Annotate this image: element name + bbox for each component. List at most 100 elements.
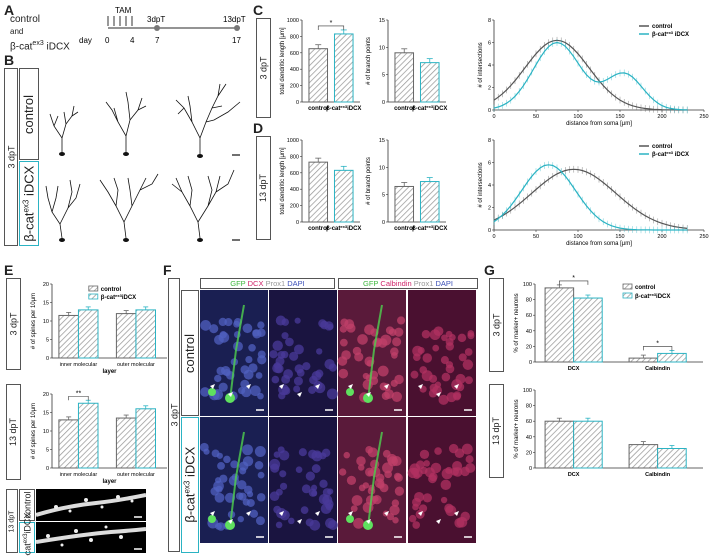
d-sholl-analysis: 0 2 4 6 8 0 50 100 150 200 250 distance from soma […	[478, 138, 709, 247]
b-timepoint-label: 3 dpT	[4, 68, 18, 246]
y-axis-label: # of spines per 10μm	[31, 403, 37, 459]
e-spines-13dpt: 0 5 10 15 20 # of spines per 10μm inner molecu…	[31, 390, 167, 485]
y-tick-label: 200	[290, 204, 299, 210]
bar-mutant	[657, 352, 687, 363]
panel-letter-g: G	[484, 262, 495, 278]
timeline-diagram: TAM 3dpT 13dpT day 0 4 7 17	[79, 6, 246, 45]
x-tick-label: 200	[657, 234, 666, 240]
y-tick-label: 10	[379, 45, 385, 51]
bar-control	[58, 419, 79, 469]
bar-mutant	[77, 309, 99, 359]
x-axis-label: layer	[102, 479, 117, 485]
y-tick-label: 5	[382, 73, 385, 79]
sig-bracket	[559, 280, 589, 285]
y-tick-label: 0	[488, 228, 491, 234]
y-tick-label: 15	[43, 411, 49, 417]
bar-control	[58, 314, 79, 359]
y-tick-label: 2	[488, 86, 491, 92]
sig-marker: *	[656, 340, 659, 347]
x-axis-label: distance from soma [μm]	[566, 121, 632, 127]
x-tick-label: 50	[533, 234, 539, 240]
y-tick-label: 15	[379, 138, 385, 144]
x-tick-label: inner molecular	[60, 472, 98, 478]
bar-control	[394, 52, 415, 103]
bar-control	[394, 185, 415, 223]
y-tick-label: 80	[526, 404, 532, 410]
y-tick-label: 5	[382, 193, 385, 199]
bar-control	[115, 313, 137, 359]
sig-bracket	[317, 25, 345, 30]
panel-letter-a: A	[4, 2, 15, 18]
x-tick-label: 50	[533, 114, 539, 120]
bar-control	[115, 417, 137, 469]
sholl-line-control	[493, 168, 688, 229]
e-bottom-control-label: control	[19, 489, 35, 521]
y-tick-label: 0	[529, 360, 532, 366]
e-timepoint-13dpt: 13 dpT	[6, 384, 21, 480]
panel-letter-e: E	[4, 262, 14, 278]
y-tick-label: 0	[296, 220, 299, 226]
day-17: 17	[232, 36, 241, 45]
y-tick-label: 20	[43, 392, 49, 398]
x-tick-label: 250	[699, 234, 708, 240]
y-tick-label: 5	[46, 338, 49, 344]
legend-control: control	[652, 144, 673, 150]
y-tick-label: 0	[529, 466, 532, 472]
x-tick-label: inner molecular	[60, 362, 98, 368]
e-spines-3dpt: 0 5 10 15 20 # of spines per 10μm inner molecu…	[31, 282, 167, 375]
x-tick-label: 0	[492, 114, 495, 120]
y-tick-label: 20	[526, 344, 532, 350]
y-tick-label: 0	[46, 356, 49, 362]
y-tick-label: 2	[488, 206, 491, 212]
x-tick-label: outer molecular	[117, 472, 155, 478]
tp-marker-13dpt	[234, 25, 240, 31]
sig-marker: **	[76, 390, 82, 397]
x-tick-label: 250	[699, 114, 708, 120]
y-tick-label: 6	[488, 161, 491, 167]
y-tick-label: 4	[488, 63, 491, 69]
f-micrographs	[200, 290, 476, 543]
x-axis-label: distance from soma [μm]	[566, 241, 632, 247]
x-tick-label: Calbindin	[645, 366, 671, 372]
y-tick-label: 100	[523, 282, 532, 288]
day-label: day	[79, 36, 92, 45]
legend-control: control	[652, 24, 673, 30]
chart-e: 0 5 10 15 20 # of spines per 10μm inner molecu…	[31, 282, 167, 485]
y-axis-label: # of branch points	[366, 157, 372, 205]
x-tick-label: outer molecular	[117, 362, 155, 368]
y-tick-label: 5	[46, 448, 49, 454]
sig-marker: *	[572, 275, 575, 282]
legend-control: control	[10, 14, 41, 25]
y-tick-label: 200	[290, 84, 299, 90]
legend-swatch-mutant	[622, 292, 633, 299]
x-tick-label: β-catex3iDCX	[326, 224, 361, 232]
y-tick-label: 600	[290, 51, 299, 57]
y-tick-label: 10	[43, 429, 49, 435]
x-tick-label: 100	[573, 234, 582, 240]
neuron-control-3	[175, 83, 241, 154]
panel-letter-f: F	[163, 262, 172, 278]
bar-mutant	[333, 169, 354, 223]
x-tick-label: DCX	[568, 366, 580, 372]
neuron-tracings	[45, 83, 241, 242]
bar-control	[308, 161, 329, 223]
bar-mutant	[419, 62, 440, 103]
y-tick-label: 1000	[287, 18, 299, 24]
y-tick-label: 60	[526, 419, 532, 425]
micro-control-gfp-dcx	[200, 290, 268, 416]
x-tick-label: β-catex3iDCX	[412, 104, 447, 112]
x-tick-label: control	[308, 226, 329, 232]
x-tick-label: 200	[657, 114, 666, 120]
b-mutant-label: β-catex3 iDCX	[19, 161, 39, 246]
bar-mutant	[135, 408, 156, 469]
sig-bracket	[643, 346, 673, 351]
bar-mutant	[573, 420, 603, 469]
sig-marker: *	[330, 20, 333, 27]
y-tick-label: 15	[43, 301, 49, 307]
y-tick-label: 0	[488, 108, 491, 114]
y-tick-label: 400	[290, 187, 299, 193]
y-tick-label: 800	[290, 154, 299, 160]
tp-marker-3dpt	[154, 25, 160, 31]
